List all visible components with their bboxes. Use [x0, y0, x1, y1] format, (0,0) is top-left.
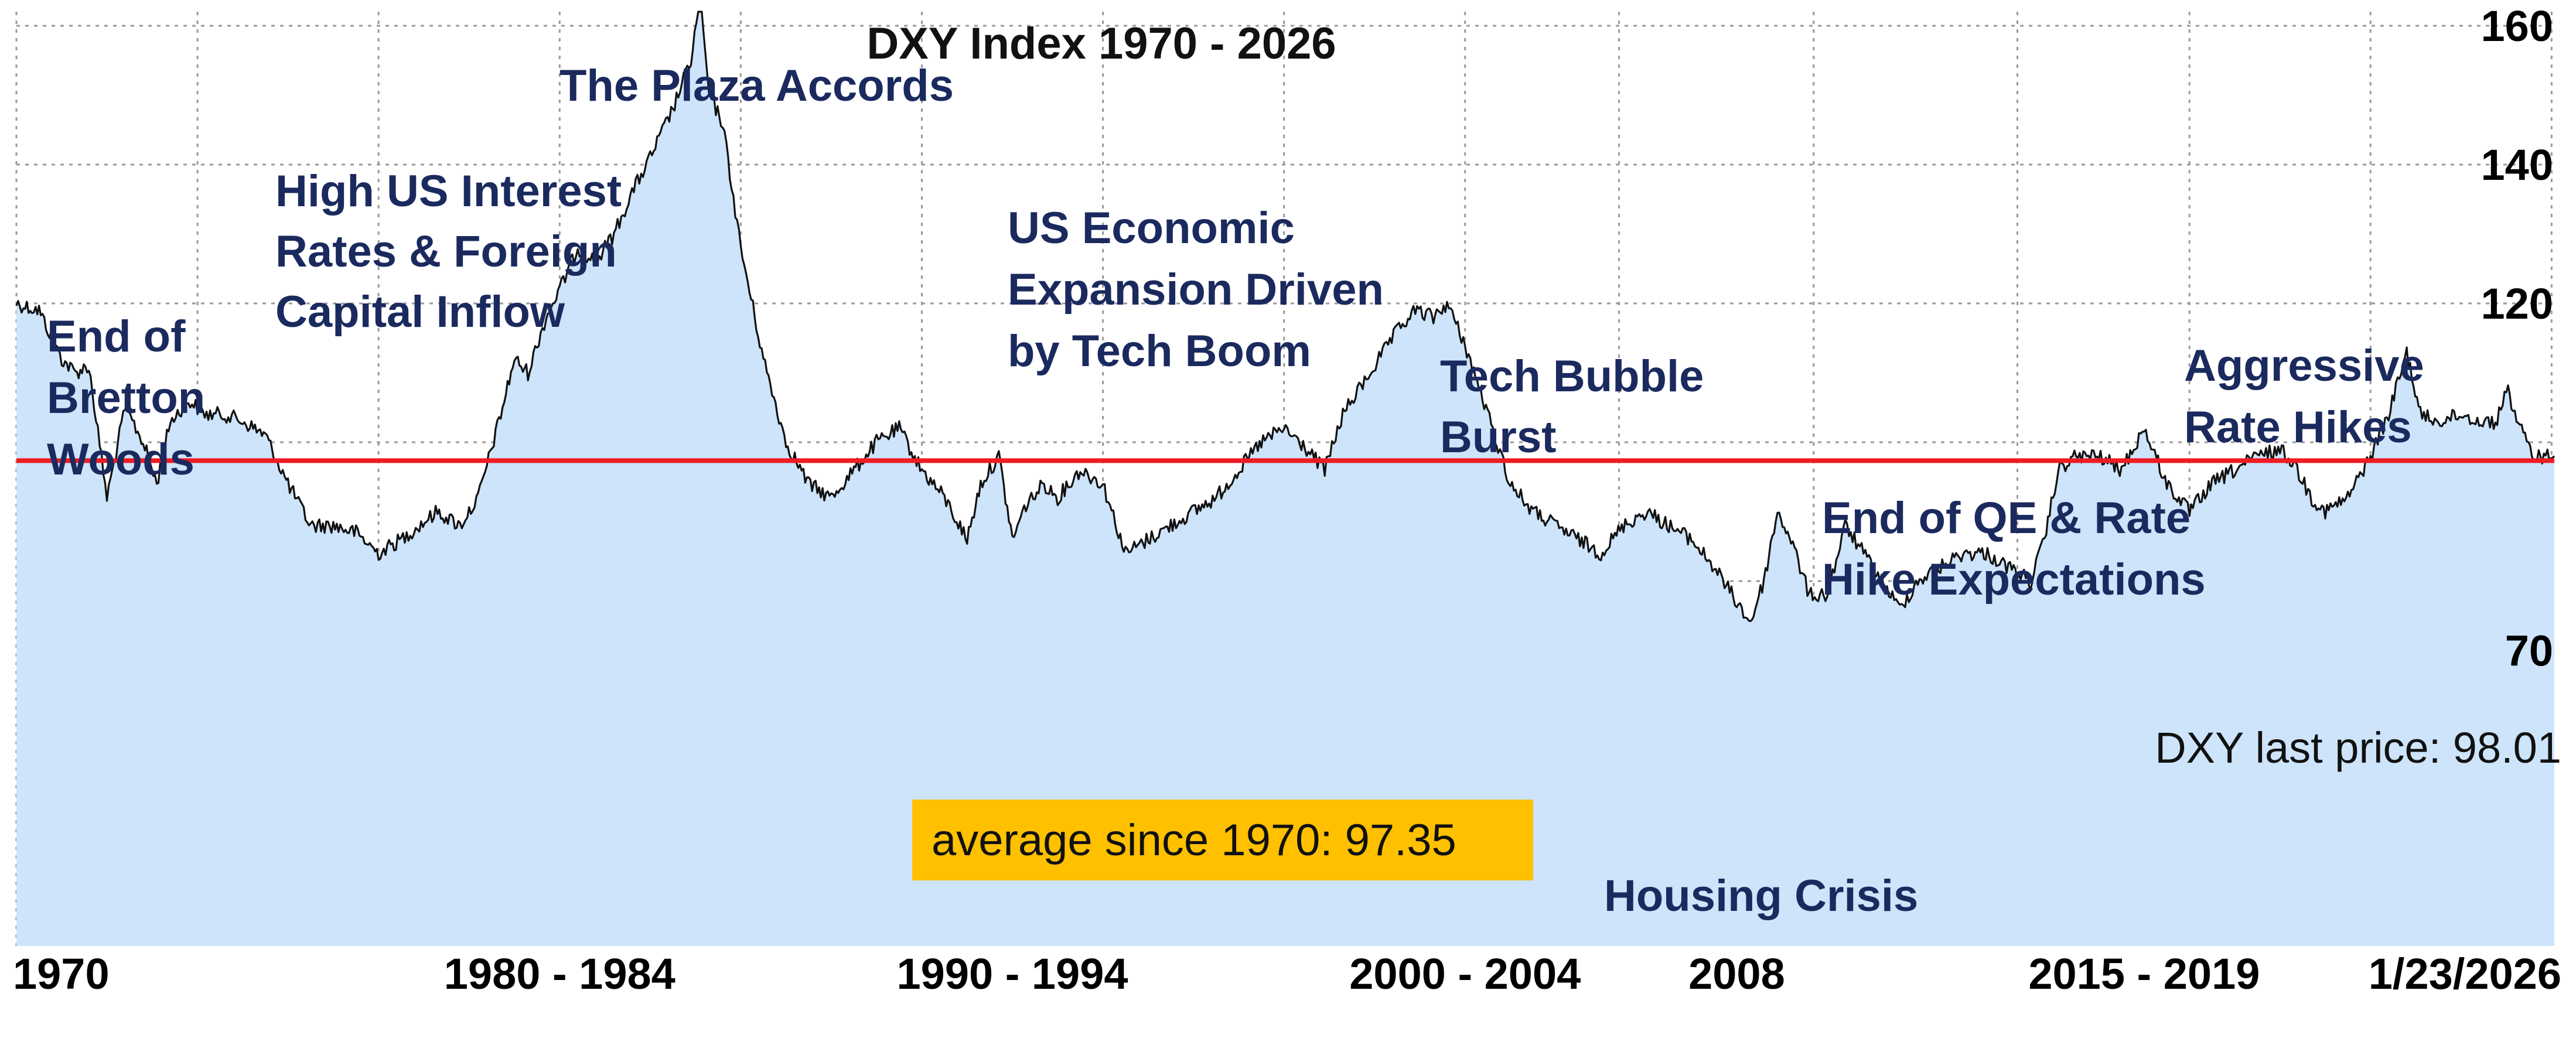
annotation-line: Expansion Driven	[1008, 265, 1384, 315]
annotation-end-of-qe: End of QE & Rate Hike Expectations	[1822, 493, 2206, 605]
annotation-aggressive-hikes: Aggressive Rate Hikes	[2184, 341, 2424, 452]
y-tick-label: 120	[2481, 279, 2553, 328]
x-tick-label: 2000 - 2004	[1349, 950, 1581, 998]
x-tick-label: 1990 - 1994	[897, 950, 1128, 998]
x-tick-label: 1970	[13, 950, 110, 998]
y-tick-label: 70	[2505, 627, 2553, 675]
x-tick-label: 1980 - 1984	[444, 950, 675, 998]
annotation-line: by Tech Boom	[1008, 326, 1311, 376]
y-tick-label: 140	[2481, 141, 2553, 189]
chart-title: DXY Index 1970 - 2026	[866, 19, 1336, 69]
last-price-label: DXY last price: 98.01	[2155, 723, 2561, 772]
annotation-plaza-accords: The Plaza Accords	[559, 61, 954, 111]
annotation-housing-crisis: Housing Crisis	[1604, 871, 1918, 921]
annotation-line: High US Interest	[275, 166, 622, 216]
annotation-line: Hike Expectations	[1822, 555, 2206, 605]
annotation-line: The Plaza Accords	[559, 61, 954, 111]
x-tick-label: 1/23/2026	[2369, 950, 2561, 998]
annotation-line: End of	[47, 312, 186, 361]
x-axis-ticks: 1970 1980 - 1984 1990 - 1994 2000 - 2004 200…	[13, 950, 2561, 998]
annotation-line: Woods	[47, 435, 195, 484]
average-label: average since 1970: 97.35	[932, 815, 1456, 865]
y-axis-ticks: 160 140 120 70	[2481, 2, 2553, 675]
dxy-price-line	[15, 11, 2555, 623]
annotation-line: Rate Hikes	[2184, 402, 2412, 452]
annotation-line: US Economic	[1008, 203, 1295, 253]
annotation-line: End of QE & Rate	[1822, 493, 2191, 543]
annotation-high-us-rates: High US Interest Rates & Foreign Capital…	[275, 166, 622, 337]
x-tick-label: 2008	[1688, 950, 1785, 998]
annotation-line: Burst	[1440, 412, 1556, 462]
y-tick-label: 160	[2481, 2, 2553, 50]
annotation-bretton-woods: End of Bretton Woods	[47, 312, 205, 484]
annotation-line: Housing Crisis	[1604, 871, 1918, 921]
annotation-tech-boom: US Economic Expansion Driven by Tech Boo…	[1008, 203, 1384, 376]
annotation-line: Rates & Foreign	[275, 227, 617, 276]
average-label-box	[912, 800, 1533, 880]
annotation-line: Tech Bubble	[1440, 351, 1704, 401]
annotation-line: Capital Inflow	[275, 287, 565, 337]
dxy-area-fill	[16, 12, 2554, 946]
x-tick-label: 2015 - 2019	[2028, 950, 2260, 998]
annotation-tech-bubble-burst: Tech Bubble Burst	[1440, 351, 1704, 462]
annotation-line: Aggressive	[2184, 341, 2424, 391]
annotation-line: Bretton	[47, 373, 205, 423]
